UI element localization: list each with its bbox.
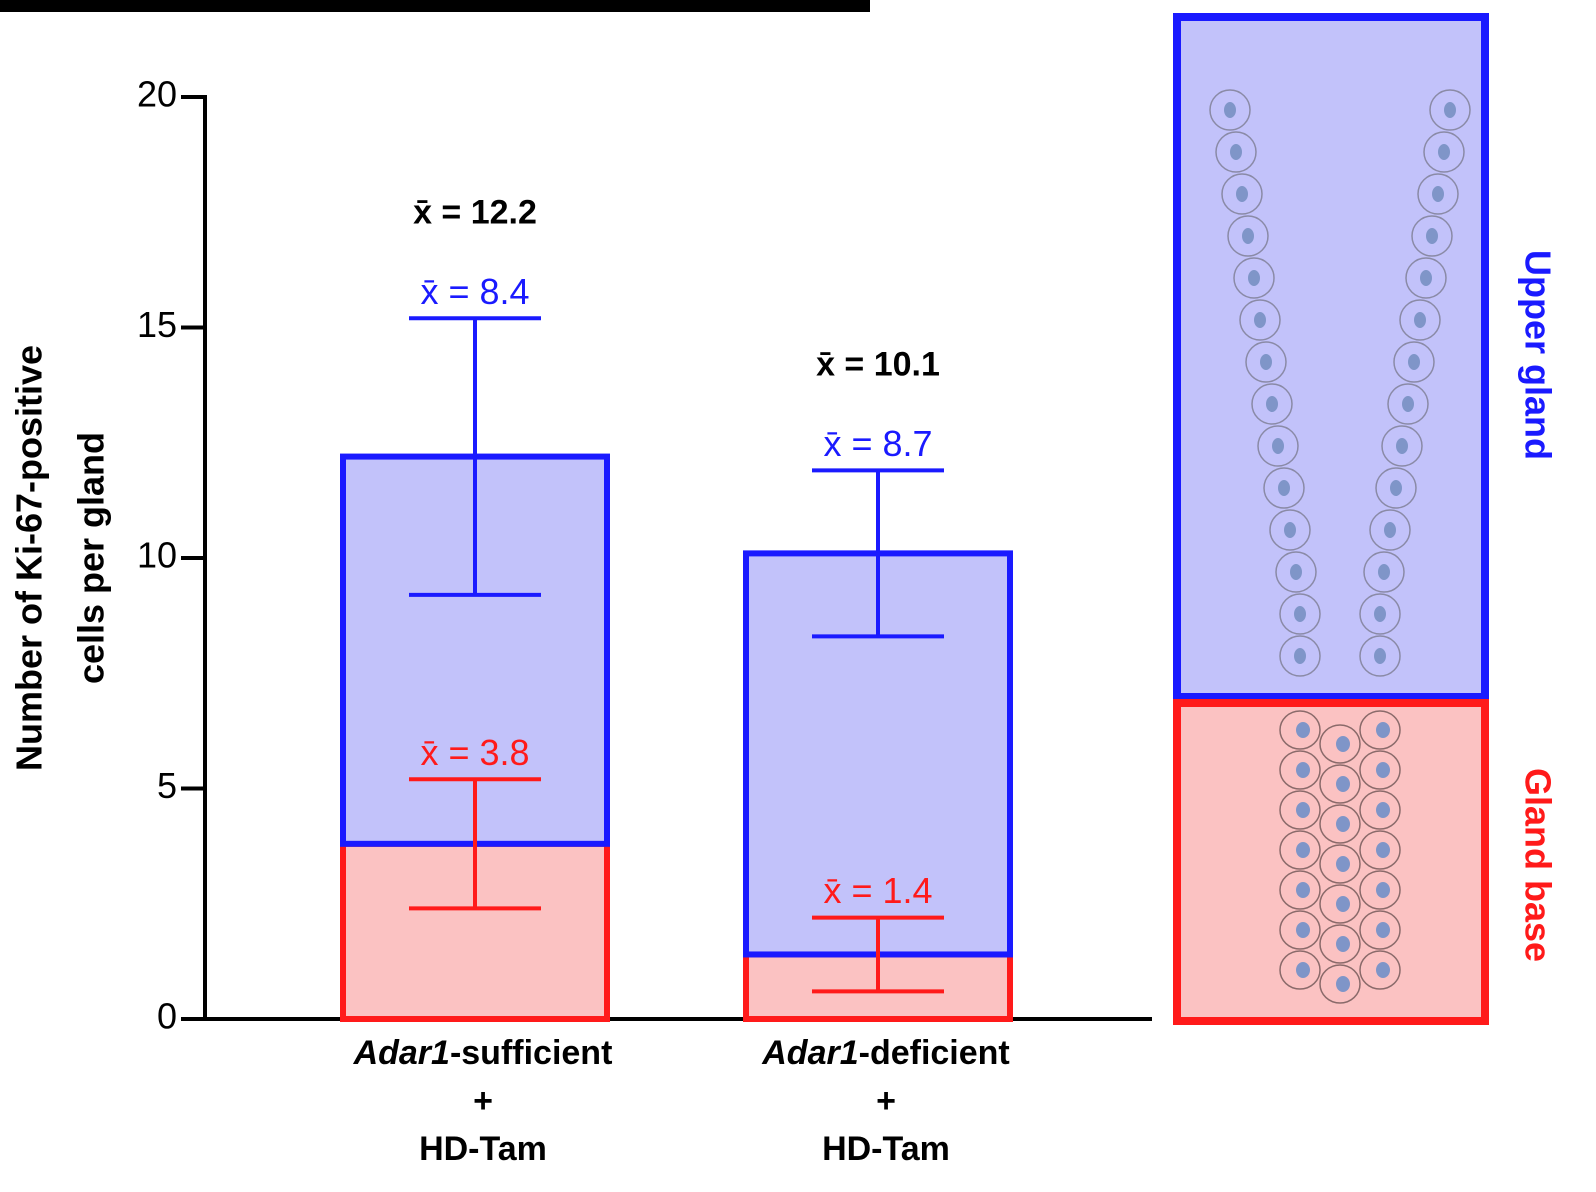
nucleus: [1296, 882, 1310, 898]
nucleus: [1376, 922, 1390, 938]
nucleus: [1444, 102, 1456, 118]
chart: Upper gland Gland base 0 5 10 15 20 Number of …: [0, 0, 1596, 1192]
nucleus: [1336, 776, 1350, 792]
nucleus: [1296, 962, 1310, 978]
nucleus: [1426, 228, 1438, 244]
gland-illustration: Upper gland Gland base: [1177, 17, 1558, 1021]
value-label: x̄ = 8.7: [823, 423, 932, 464]
gland-base-box: [1177, 703, 1485, 1021]
total-label: x̄ = 12.2: [413, 193, 537, 231]
nucleus: [1414, 312, 1426, 328]
upper-gland-box: [1177, 17, 1485, 697]
nucleus: [1266, 396, 1278, 412]
value-label: x̄ = 1.4: [823, 870, 932, 911]
y-axis-label: Number of Ki-67-positive: [9, 345, 50, 771]
nucleus: [1336, 936, 1350, 952]
legend-label: Upper gland: [1517, 250, 1558, 460]
nucleus: [1294, 648, 1306, 664]
nucleus: [1296, 722, 1310, 738]
nucleus: [1374, 606, 1386, 622]
nucleus: [1248, 270, 1260, 286]
x-tick-label: Adar1-sufficient: [353, 1034, 613, 1072]
nucleus: [1294, 606, 1306, 622]
nucleus: [1384, 522, 1396, 538]
x-tick-label: HD-Tam: [419, 1130, 547, 1168]
nucleus: [1374, 648, 1386, 664]
nucleus: [1376, 842, 1390, 858]
nucleus: [1376, 962, 1390, 978]
y-tick-label: 5: [157, 765, 177, 806]
nucleus: [1336, 896, 1350, 912]
x-tick-label: HD-Tam: [822, 1130, 950, 1168]
nucleus: [1224, 102, 1236, 118]
total-label: x̄ = 10.1: [816, 345, 940, 383]
nucleus: [1420, 270, 1432, 286]
nucleus: [1376, 762, 1390, 778]
page: {"chart_data": { "type": "stacked-bar", …: [0, 0, 1596, 1192]
nucleus: [1336, 816, 1350, 832]
nucleus: [1376, 722, 1390, 738]
nucleus: [1376, 882, 1390, 898]
x-tick-label: +: [473, 1082, 493, 1120]
nucleus: [1296, 802, 1310, 818]
value-label: x̄ = 8.4: [420, 271, 529, 312]
nucleus: [1390, 480, 1402, 496]
x-tick-label: +: [876, 1082, 896, 1120]
nucleus: [1260, 354, 1272, 370]
y-tick-label: 20: [137, 74, 177, 115]
nucleus: [1296, 842, 1310, 858]
y-tick-label: 0: [157, 996, 177, 1037]
nucleus: [1290, 564, 1302, 580]
nucleus: [1278, 480, 1290, 496]
y-tick-label: 10: [137, 535, 177, 576]
nucleus: [1402, 396, 1414, 412]
nucleus: [1230, 144, 1242, 160]
y-tick-label: 15: [137, 304, 177, 345]
nucleus: [1376, 802, 1390, 818]
nucleus: [1336, 856, 1350, 872]
nucleus: [1296, 922, 1310, 938]
nucleus: [1378, 564, 1390, 580]
x-tick-label: Adar1-deficient: [761, 1034, 1010, 1072]
title-underline: [0, 0, 870, 12]
nucleus: [1284, 522, 1296, 538]
nucleus: [1432, 186, 1444, 202]
nucleus: [1336, 736, 1350, 752]
nucleus: [1242, 228, 1254, 244]
nucleus: [1336, 976, 1350, 992]
nucleus: [1254, 312, 1266, 328]
nucleus: [1296, 762, 1310, 778]
value-label: x̄ = 3.8: [420, 732, 529, 773]
nucleus: [1438, 144, 1450, 160]
y-axis-label: cells per gland: [71, 432, 112, 684]
nucleus: [1236, 186, 1248, 202]
nucleus: [1408, 354, 1420, 370]
legend-label: Gland base: [1517, 768, 1558, 962]
nucleus: [1272, 438, 1284, 454]
nucleus: [1396, 438, 1408, 454]
